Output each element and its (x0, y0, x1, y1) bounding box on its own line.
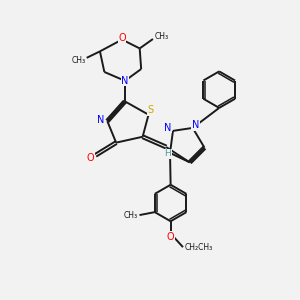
Text: N: N (192, 120, 199, 130)
Text: S: S (148, 105, 154, 115)
Text: N: N (121, 76, 129, 86)
Text: CH₂CH₃: CH₂CH₃ (185, 243, 213, 252)
Text: N: N (164, 123, 171, 133)
Text: H: H (164, 149, 171, 158)
Text: O: O (118, 33, 126, 43)
Text: CH₃: CH₃ (124, 211, 138, 220)
Text: O: O (86, 153, 94, 163)
Text: CH₃: CH₃ (154, 32, 168, 41)
Text: N: N (97, 115, 104, 125)
Text: O: O (167, 232, 174, 242)
Text: CH₃: CH₃ (71, 56, 85, 65)
